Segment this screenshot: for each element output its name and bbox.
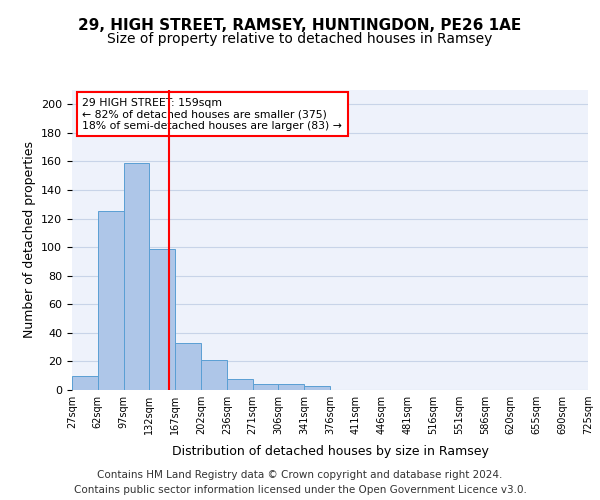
Text: 29, HIGH STREET, RAMSEY, HUNTINGDON, PE26 1AE: 29, HIGH STREET, RAMSEY, HUNTINGDON, PE2…: [79, 18, 521, 32]
Bar: [253, 384, 278, 390]
Bar: [227, 378, 253, 390]
Bar: [304, 386, 330, 390]
Text: 29 HIGH STREET: 159sqm
← 82% of detached houses are smaller (375)
18% of semi-de: 29 HIGH STREET: 159sqm ← 82% of detached…: [82, 98, 342, 130]
Y-axis label: Number of detached properties: Number of detached properties: [23, 142, 35, 338]
Bar: [124, 163, 149, 390]
Text: Size of property relative to detached houses in Ramsey: Size of property relative to detached ho…: [107, 32, 493, 46]
Bar: [149, 248, 175, 390]
Bar: [201, 360, 227, 390]
Bar: [98, 212, 124, 390]
Text: Contains HM Land Registry data © Crown copyright and database right 2024.
Contai: Contains HM Land Registry data © Crown c…: [74, 470, 526, 495]
Bar: [72, 376, 98, 390]
Bar: [175, 343, 201, 390]
X-axis label: Distribution of detached houses by size in Ramsey: Distribution of detached houses by size …: [172, 446, 488, 458]
Bar: [278, 384, 304, 390]
